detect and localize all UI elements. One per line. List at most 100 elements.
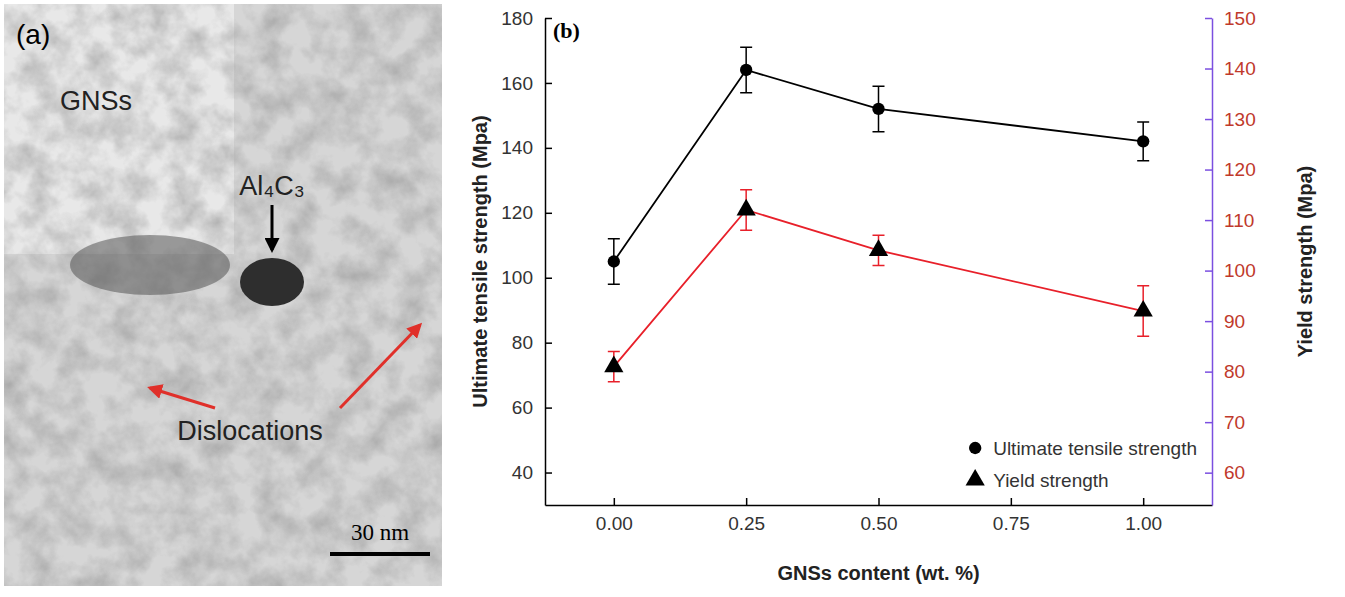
marker — [608, 255, 620, 267]
tick-mark — [545, 83, 552, 85]
legend-item: Yield strength — [966, 469, 1109, 491]
tick-label: 120 — [1224, 159, 1256, 180]
tick-label: 110 — [1224, 210, 1254, 231]
tick: 110 — [1205, 210, 1254, 231]
scale-bar — [330, 552, 430, 556]
tick-label: 70 — [1224, 412, 1245, 433]
tick: 80 — [1205, 361, 1245, 382]
error-bar — [873, 86, 885, 131]
axis: 0.00 0.25 0.50 0.75 1.00 — [546, 498, 1213, 534]
tick: 100 — [1205, 260, 1256, 281]
tick-label: 0.00 — [596, 513, 633, 534]
annotation: Dislocations — [177, 416, 323, 446]
axis-line — [1212, 19, 1214, 506]
tick-label: 90 — [1224, 311, 1245, 332]
annotation: GNSs — [60, 86, 132, 116]
tick-mark — [1205, 169, 1212, 171]
y2-axis-title: Yield strength (Mpa) — [1294, 166, 1316, 357]
tick-mark — [614, 498, 616, 505]
tick-label: 140 — [1224, 58, 1256, 79]
panel-label: (b) — [553, 18, 580, 43]
tick-label: 40 — [512, 462, 533, 483]
tick: 90 — [1205, 311, 1245, 332]
marker — [740, 64, 752, 76]
x-axis-title: GNSs content (wt. %) — [777, 562, 979, 584]
tick-mark — [1205, 472, 1212, 474]
tick: 150 — [1205, 8, 1256, 29]
y-axis-title: Ultimate tensile strength (Mpa) — [469, 115, 491, 407]
micrograph-background — [4, 4, 442, 586]
tick-label: 140 — [501, 137, 533, 158]
tick: 180 — [501, 8, 552, 29]
error-bar — [608, 239, 620, 284]
marker — [604, 355, 623, 372]
legend-label: Ultimate tensile strength — [993, 438, 1197, 459]
marker — [872, 103, 884, 115]
tick-mark — [545, 342, 552, 344]
tick-label: 160 — [501, 73, 533, 94]
tick: 0.50 — [861, 498, 898, 534]
tick: 60 — [1205, 462, 1245, 483]
legend-item: Ultimate tensile strength — [969, 438, 1197, 459]
tick: 160 — [501, 73, 552, 94]
tick: 70 — [1205, 412, 1245, 433]
micrograph-texture — [4, 4, 442, 586]
tick: 120 — [501, 202, 552, 223]
scale-bar-label: 30 nm — [351, 520, 409, 545]
tick-label: 60 — [1224, 462, 1245, 483]
al4c3-particle — [240, 258, 304, 306]
axis: 40 60 80 100 120 140 160 180 — [501, 8, 552, 506]
tick: 140 — [501, 137, 552, 158]
tick-mark — [545, 472, 552, 474]
axis-line — [545, 19, 547, 506]
series-line — [614, 210, 1143, 367]
tick-mark — [1205, 68, 1212, 70]
marker — [737, 199, 756, 216]
tick: 0.75 — [993, 498, 1030, 534]
tick-mark — [746, 498, 748, 505]
tick: 1.00 — [1125, 498, 1162, 534]
legend: Ultimate tensile strength Yield strength — [966, 438, 1197, 491]
tick-label: 0.25 — [728, 513, 765, 534]
legend-label: Yield strength — [993, 470, 1108, 491]
tick-mark — [1205, 18, 1212, 20]
plot-area — [604, 47, 1153, 382]
tick-mark — [1205, 220, 1212, 222]
tick-mark — [545, 18, 552, 20]
panel-b: 0.00 0.25 0.50 0.75 1.00 40 60 80 100 120 140 160 18… — [469, 8, 1316, 584]
tick-label: 120 — [501, 202, 533, 223]
tick: 0.25 — [728, 498, 765, 534]
tick-mark — [545, 148, 552, 150]
tick-mark — [1205, 422, 1212, 424]
tick: 40 — [512, 462, 552, 483]
error-bar — [1137, 122, 1149, 161]
tick-label: 1.00 — [1125, 513, 1162, 534]
error-bar — [740, 47, 752, 92]
panel-a: (a)GNSsAl₄C₃Dislocations30 nm — [4, 4, 442, 586]
tick-mark — [1205, 321, 1212, 323]
tick-mark — [1143, 498, 1145, 505]
tick-label: 60 — [512, 397, 533, 418]
tick: 120 — [1205, 159, 1256, 180]
tick-label: 180 — [501, 8, 533, 29]
legend-symbol — [966, 469, 985, 486]
gns-flake — [70, 235, 230, 295]
tick-label: 100 — [1224, 260, 1256, 281]
arrow — [271, 205, 274, 250]
arrow — [150, 388, 215, 408]
tick-label: 80 — [1224, 361, 1245, 382]
tick-label: 130 — [1224, 109, 1256, 130]
tick-mark — [1011, 498, 1013, 505]
tick-label: 80 — [512, 332, 533, 353]
tick-label: 0.50 — [861, 513, 898, 534]
tick: 100 — [501, 267, 552, 288]
tick-label: 0.75 — [993, 513, 1030, 534]
axis: 60 70 80 90 100 110 120 130 140 150 — [1205, 8, 1256, 506]
figure: (a)GNSsAl₄C₃Dislocations30 nm0.000.250.5… — [0, 0, 1345, 597]
tick-mark — [545, 213, 552, 215]
tick-label: 150 — [1224, 8, 1256, 29]
tick-mark — [1205, 270, 1212, 272]
arrow — [340, 325, 420, 408]
tick-mark — [545, 407, 552, 409]
marker — [1137, 135, 1149, 147]
